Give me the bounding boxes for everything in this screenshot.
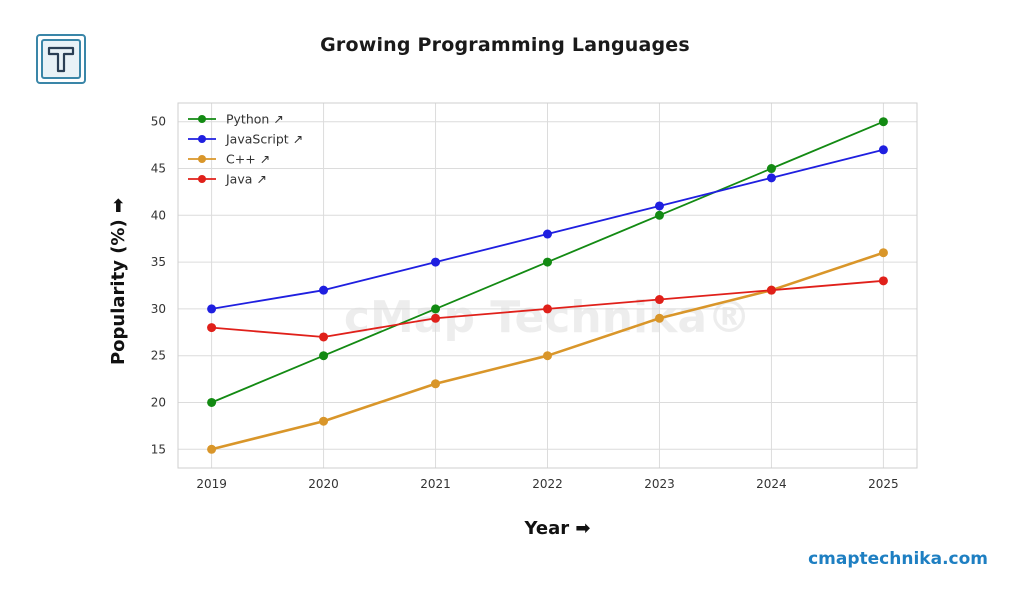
x-tick-label: 2024 [756, 477, 787, 491]
data-point [319, 332, 329, 342]
x-tick-label: 2025 [868, 477, 899, 491]
data-point [878, 276, 888, 286]
data-point [207, 304, 217, 314]
data-point [431, 257, 441, 267]
data-point [766, 164, 776, 174]
y-tick-label: 15 [151, 442, 166, 456]
legend-marker [198, 155, 206, 163]
x-tick-label: 2022 [532, 477, 563, 491]
legend-marker [198, 175, 206, 183]
data-point [654, 313, 664, 323]
data-point [654, 210, 664, 220]
y-tick-label: 25 [151, 349, 166, 363]
data-point [207, 397, 217, 407]
data-point [654, 201, 664, 211]
y-tick-label: 35 [151, 255, 166, 269]
data-point [543, 229, 552, 239]
data-point [543, 304, 552, 314]
legend-marker [198, 135, 206, 143]
legend-label: JavaScript ↗ [225, 132, 303, 147]
data-point [207, 323, 217, 333]
legend-label: Python ↗ [226, 112, 284, 127]
data-point [319, 285, 329, 295]
data-point [319, 351, 329, 361]
x-tick-label: 2019 [196, 477, 227, 491]
t-logo-icon [36, 34, 86, 84]
data-point [878, 248, 888, 258]
x-tick-label: 2021 [420, 477, 451, 491]
y-tick-label: 50 [151, 115, 166, 129]
y-tick-label: 40 [151, 208, 166, 222]
x-tick-label: 2023 [644, 477, 675, 491]
x-axis-label: Year ➡ [524, 518, 591, 539]
data-point [207, 444, 217, 454]
y-tick-label: 20 [151, 395, 166, 409]
y-axis-label: Popularity (%) ➡ [108, 198, 129, 365]
data-point [878, 117, 888, 127]
data-point [766, 285, 776, 295]
chart-title: Growing Programming Languages [320, 34, 690, 56]
data-point [543, 351, 552, 361]
data-point [431, 304, 441, 314]
legend-label: C++ ↗ [226, 152, 270, 167]
data-point [543, 257, 552, 267]
data-point [431, 379, 441, 389]
x-tick-label: 2020 [308, 477, 339, 491]
data-point [654, 295, 664, 305]
legend-label: Java ↗ [225, 172, 267, 187]
website-link[interactable]: cmaptechnika.com [808, 549, 988, 569]
data-point [878, 145, 888, 155]
y-tick-label: 30 [151, 302, 166, 316]
data-point [766, 173, 776, 183]
data-point [431, 313, 441, 323]
y-tick-label: 45 [151, 162, 166, 176]
plot-frame [177, 102, 918, 469]
legend-marker [198, 115, 206, 123]
data-point [319, 416, 329, 426]
